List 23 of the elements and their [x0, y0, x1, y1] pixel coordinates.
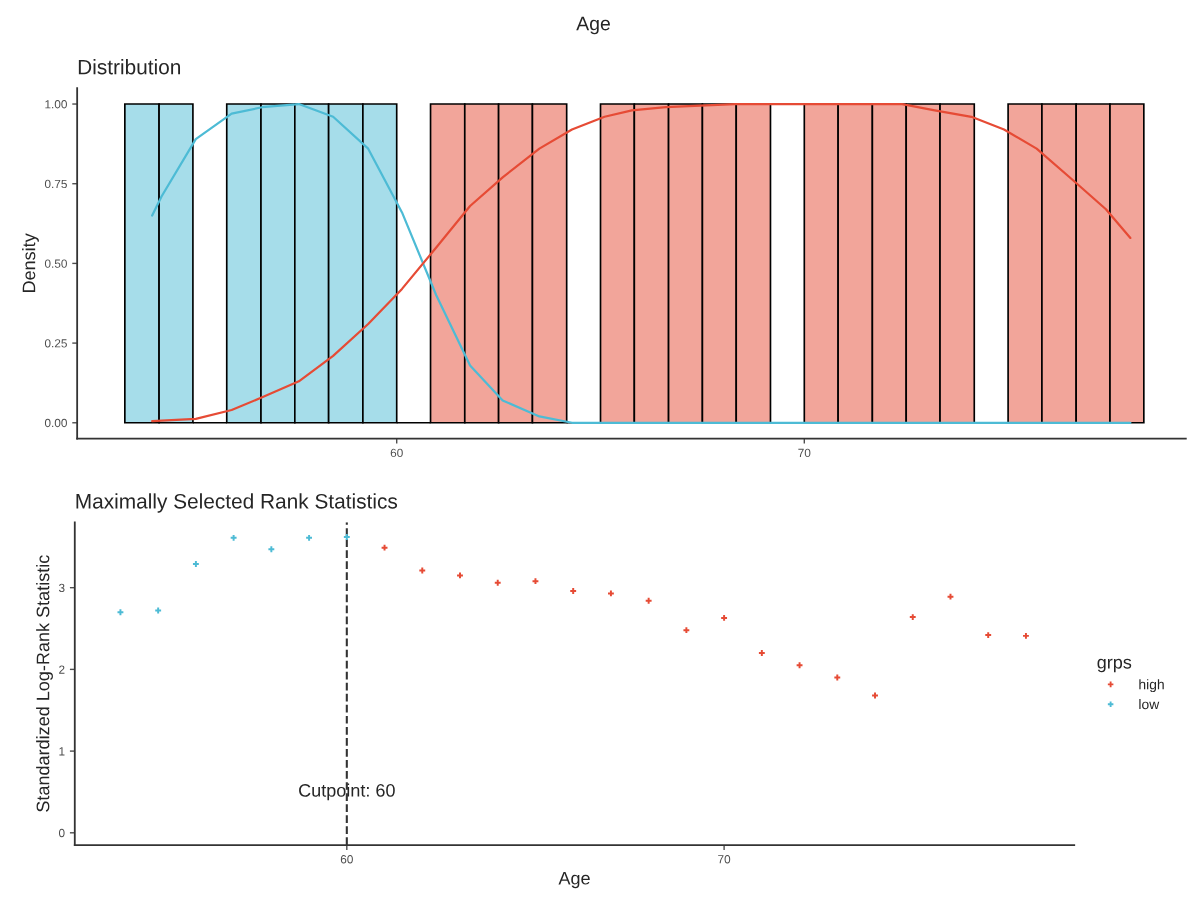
y-tick-label: 0.00	[44, 418, 67, 428]
text: Age	[576, 16, 610, 35]
x-tick-label: 70	[718, 855, 731, 864]
y-tick-label: 0	[58, 828, 65, 838]
y-tick-label: 0.25	[44, 339, 67, 348]
legend-title: grps	[1097, 658, 1132, 673]
legend-label: low	[1139, 699, 1160, 710]
x-tick-label: 60	[390, 448, 403, 458]
x-tick-label: 60	[340, 855, 353, 864]
chart-title: Distribution	[78, 59, 181, 75]
y-axis-title: Standardized Log-Rank Statistic	[36, 555, 53, 812]
x-axis-title: Age	[558, 872, 590, 889]
annotation: Cutpoint: 60	[299, 783, 395, 801]
y-tick-label: 3	[58, 583, 65, 593]
chart-title: Maximally Selected Rank Statistics	[76, 493, 398, 513]
y-tick-label: 0.75	[44, 179, 67, 189]
x-tick-label: 70	[798, 448, 811, 458]
y-tick-label: 2	[59, 665, 65, 674]
y-axis-title: Density	[22, 233, 39, 293]
y-tick-label: 1.00	[45, 100, 67, 109]
y-tick-label: 1	[59, 747, 65, 756]
y-tick-label: 0.50	[44, 259, 67, 268]
legend-label: high	[1139, 679, 1164, 693]
